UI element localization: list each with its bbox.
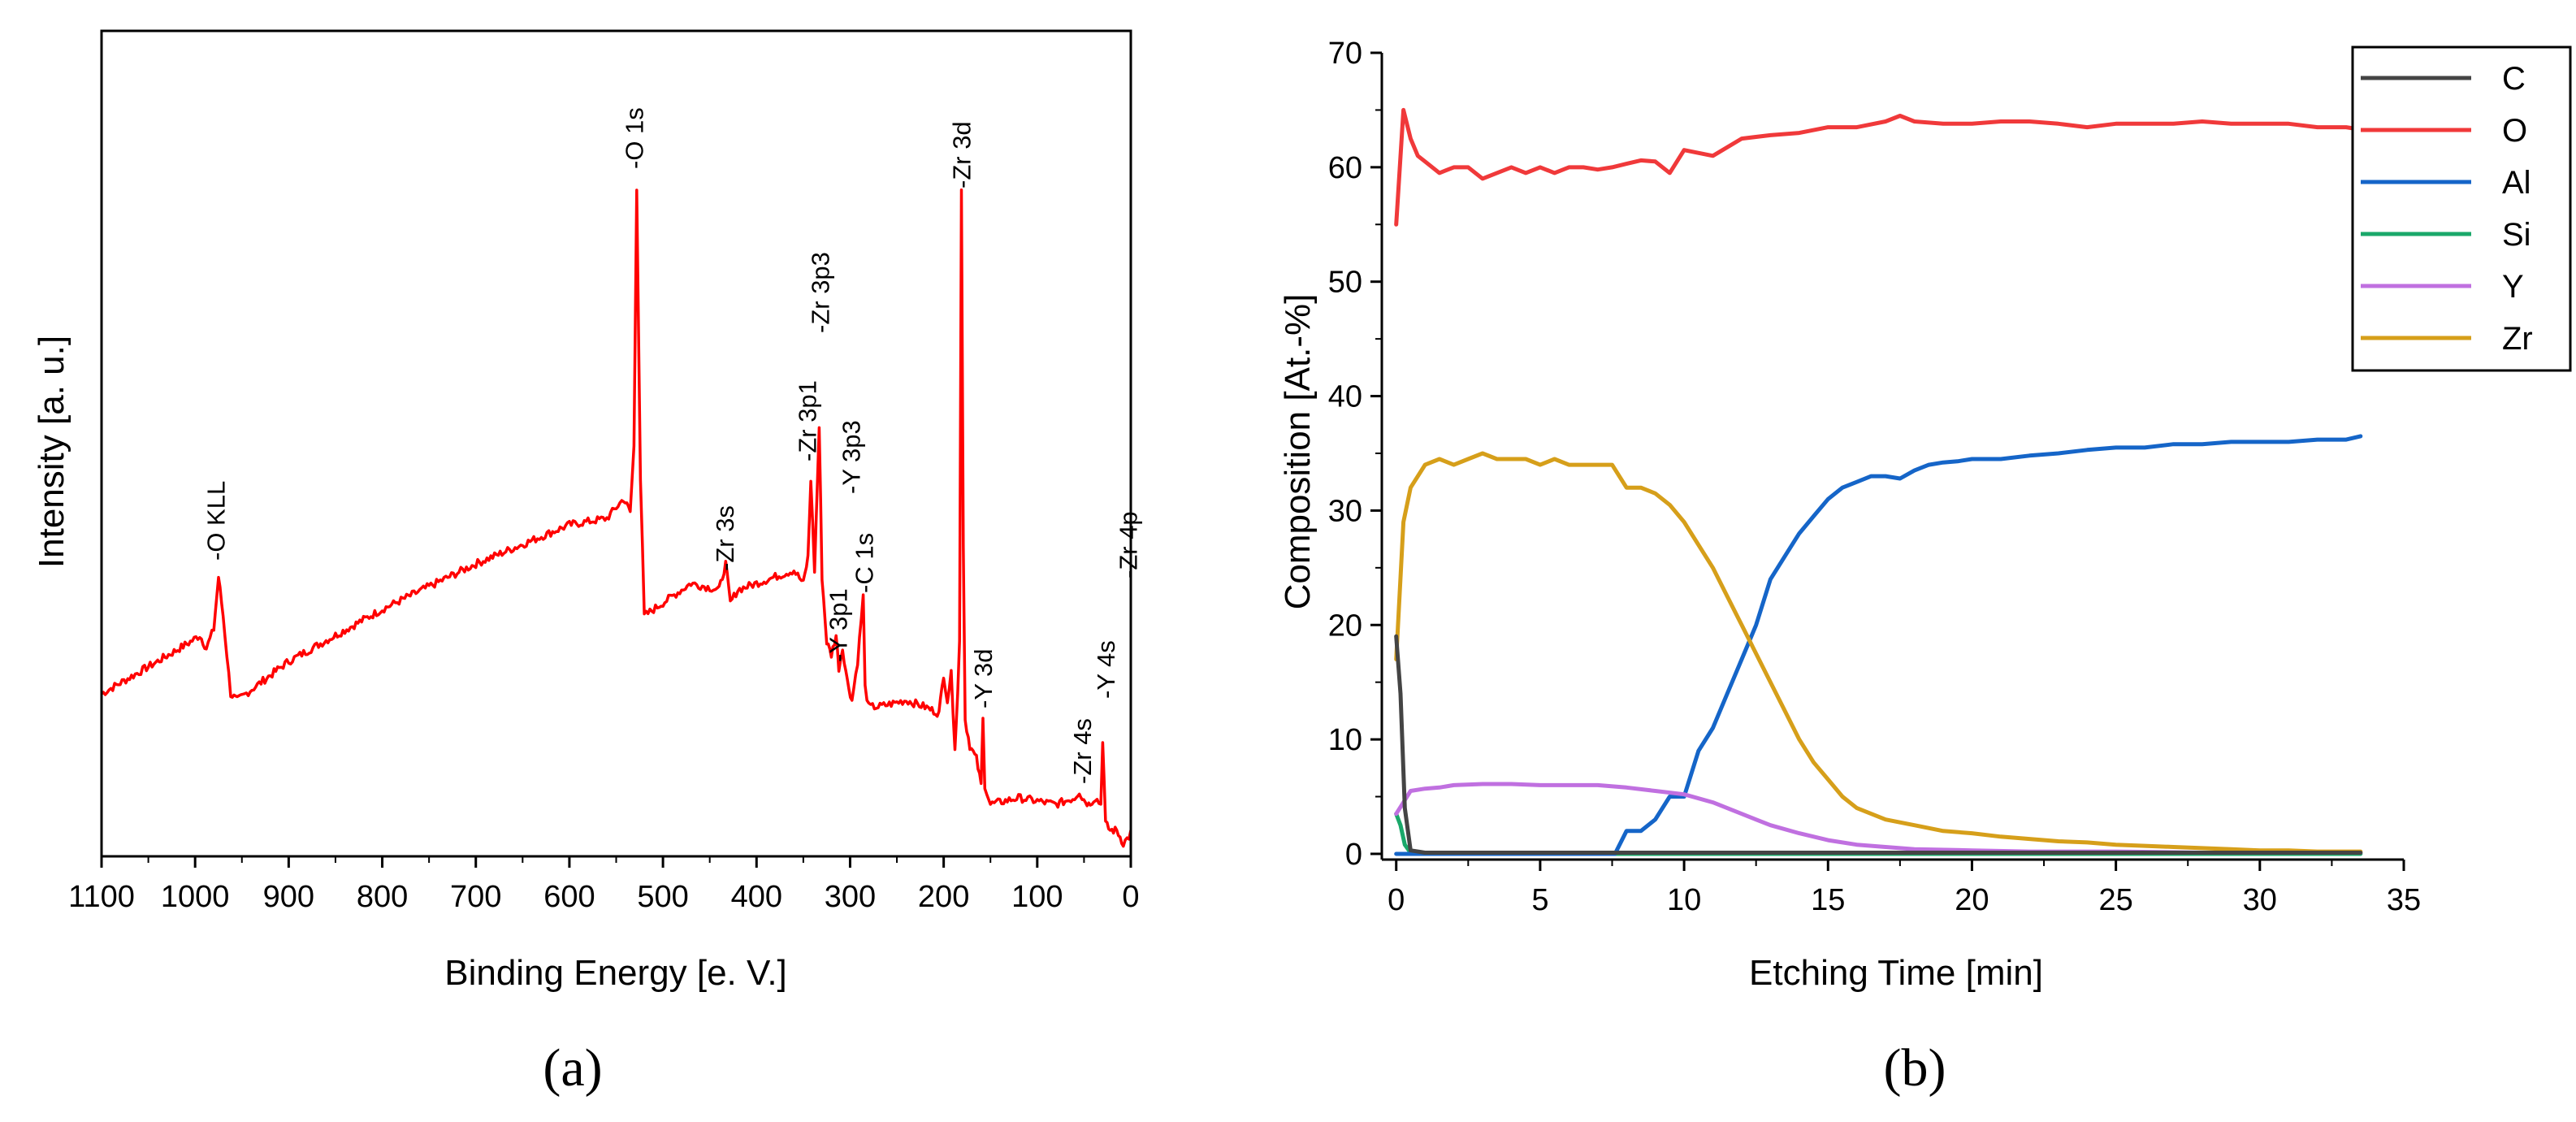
panel-a-x-tick-label: 200 <box>918 880 969 914</box>
panel-a-peak-annotation: -Zr 3d <box>948 121 976 188</box>
panel-a-x-tick-label: 800 <box>357 880 408 914</box>
panel-b-y-axis-title: Composition [At.-%] <box>1278 294 1318 610</box>
legend-label-o: O <box>2502 113 2527 149</box>
panel-b-x-tick-label: 10 <box>1667 883 1701 917</box>
panel-b-series-c <box>1394 634 2363 855</box>
panel-b-x-tick-label: 5 <box>1531 883 1548 917</box>
legend-label-c: C <box>2502 61 2526 97</box>
legend-box <box>2351 45 2572 372</box>
panel-a-plot-frame <box>100 29 1132 858</box>
panel-a-x-tick-label: 900 <box>263 880 314 914</box>
panel-a-peak-annotation: -Zr 3p3 <box>807 252 835 333</box>
panel-b-x-tick-label: 15 <box>1811 883 1845 917</box>
panel-b-y-tick-label: 40 <box>1328 380 1362 414</box>
legend-label-y: Y <box>2502 269 2524 305</box>
panel-b-series-zr <box>1394 451 2363 854</box>
panel-b-x-tick-label: 0 <box>1388 883 1405 917</box>
panel-a-peak-annotation: -Y 3d <box>969 648 998 708</box>
panel-a-x-tick-label: 500 <box>637 880 688 914</box>
panel-a-peak-annotation: -Y 3p1 <box>825 588 853 662</box>
panel-b-x-axis-title: Etching Time [min] <box>1749 953 2043 993</box>
panel-a-xps-survey: 1100 1000 900 800 700 600 500 400 300 200 100 0 -O … <box>32 29 1143 1098</box>
panel-a-label: (a) <box>543 1038 602 1098</box>
panel-a-peak-annotation: -Y 3p3 <box>838 420 866 494</box>
panel-a-peak-annotation: -Zr 4s <box>1068 718 1097 784</box>
panel-a-x-tick-label: 400 <box>731 880 782 914</box>
panel-b-y-tick-label: 0 <box>1345 838 1362 872</box>
panel-a-x-tick-label: 0 <box>1122 880 1139 914</box>
panel-b-y-tick-label: 60 <box>1328 151 1362 185</box>
panel-b-y-tick-label: 50 <box>1328 266 1362 300</box>
panel-b-legend: CO Al Si Y Zr <box>2351 45 2572 372</box>
panel-a-peak-annotation: -C 1s <box>851 533 879 593</box>
panel-a-y-axis-title: Intensity [a. u.] <box>32 336 71 568</box>
legend-label-zr: Zr <box>2502 321 2533 357</box>
panel-b-series-o <box>1394 107 2363 227</box>
panel-a-x-tick-label: 700 <box>450 880 501 914</box>
panel-b-series-al <box>1394 434 2363 856</box>
panel-a-x-tick-label: 100 <box>1011 880 1063 914</box>
panel-a-x-tick-label: 600 <box>543 880 595 914</box>
panel-a-x-axis-title: Binding Energy [e. V.] <box>444 953 787 993</box>
legend-label-al: Al <box>2502 165 2531 201</box>
panel-a-peak-annotation: -Zr 3s <box>711 505 739 571</box>
panel-a-x-tick-label: 1000 <box>161 880 230 914</box>
panel-a-peak-annotation: -Zr 3p1 <box>794 380 822 461</box>
panel-b-y-tick-label: 10 <box>1328 723 1362 757</box>
panel-b-x-tick-label: 20 <box>1955 883 1989 917</box>
panel-b-y-tick-label: 30 <box>1328 494 1362 528</box>
panel-b-y-tick-label: 70 <box>1328 37 1362 71</box>
panel-a-peak-annotation: -O KLL <box>202 481 231 561</box>
legend-label-si: Si <box>2502 217 2531 253</box>
panel-b-x-tick-label: 25 <box>2098 883 2132 917</box>
panel-a-x-tick-label: 1100 <box>68 880 135 914</box>
panel-a-peak-annotation: -Zr 4p <box>1115 511 1143 578</box>
panel-b-x-tick-label: 35 <box>2387 883 2421 917</box>
panel-b-x-tick-label: 30 <box>2243 883 2277 917</box>
panel-b-label: (b) <box>1884 1038 1946 1098</box>
panel-a-peak-annotation: -O 1s <box>620 107 648 169</box>
panel-a-spectrum-line <box>102 188 1131 848</box>
panel-b-y-tick-label: 20 <box>1328 609 1362 643</box>
panel-a-x-tick-label: 300 <box>825 880 876 914</box>
panel-a-peak-annotation: -Y 4s <box>1092 640 1120 699</box>
